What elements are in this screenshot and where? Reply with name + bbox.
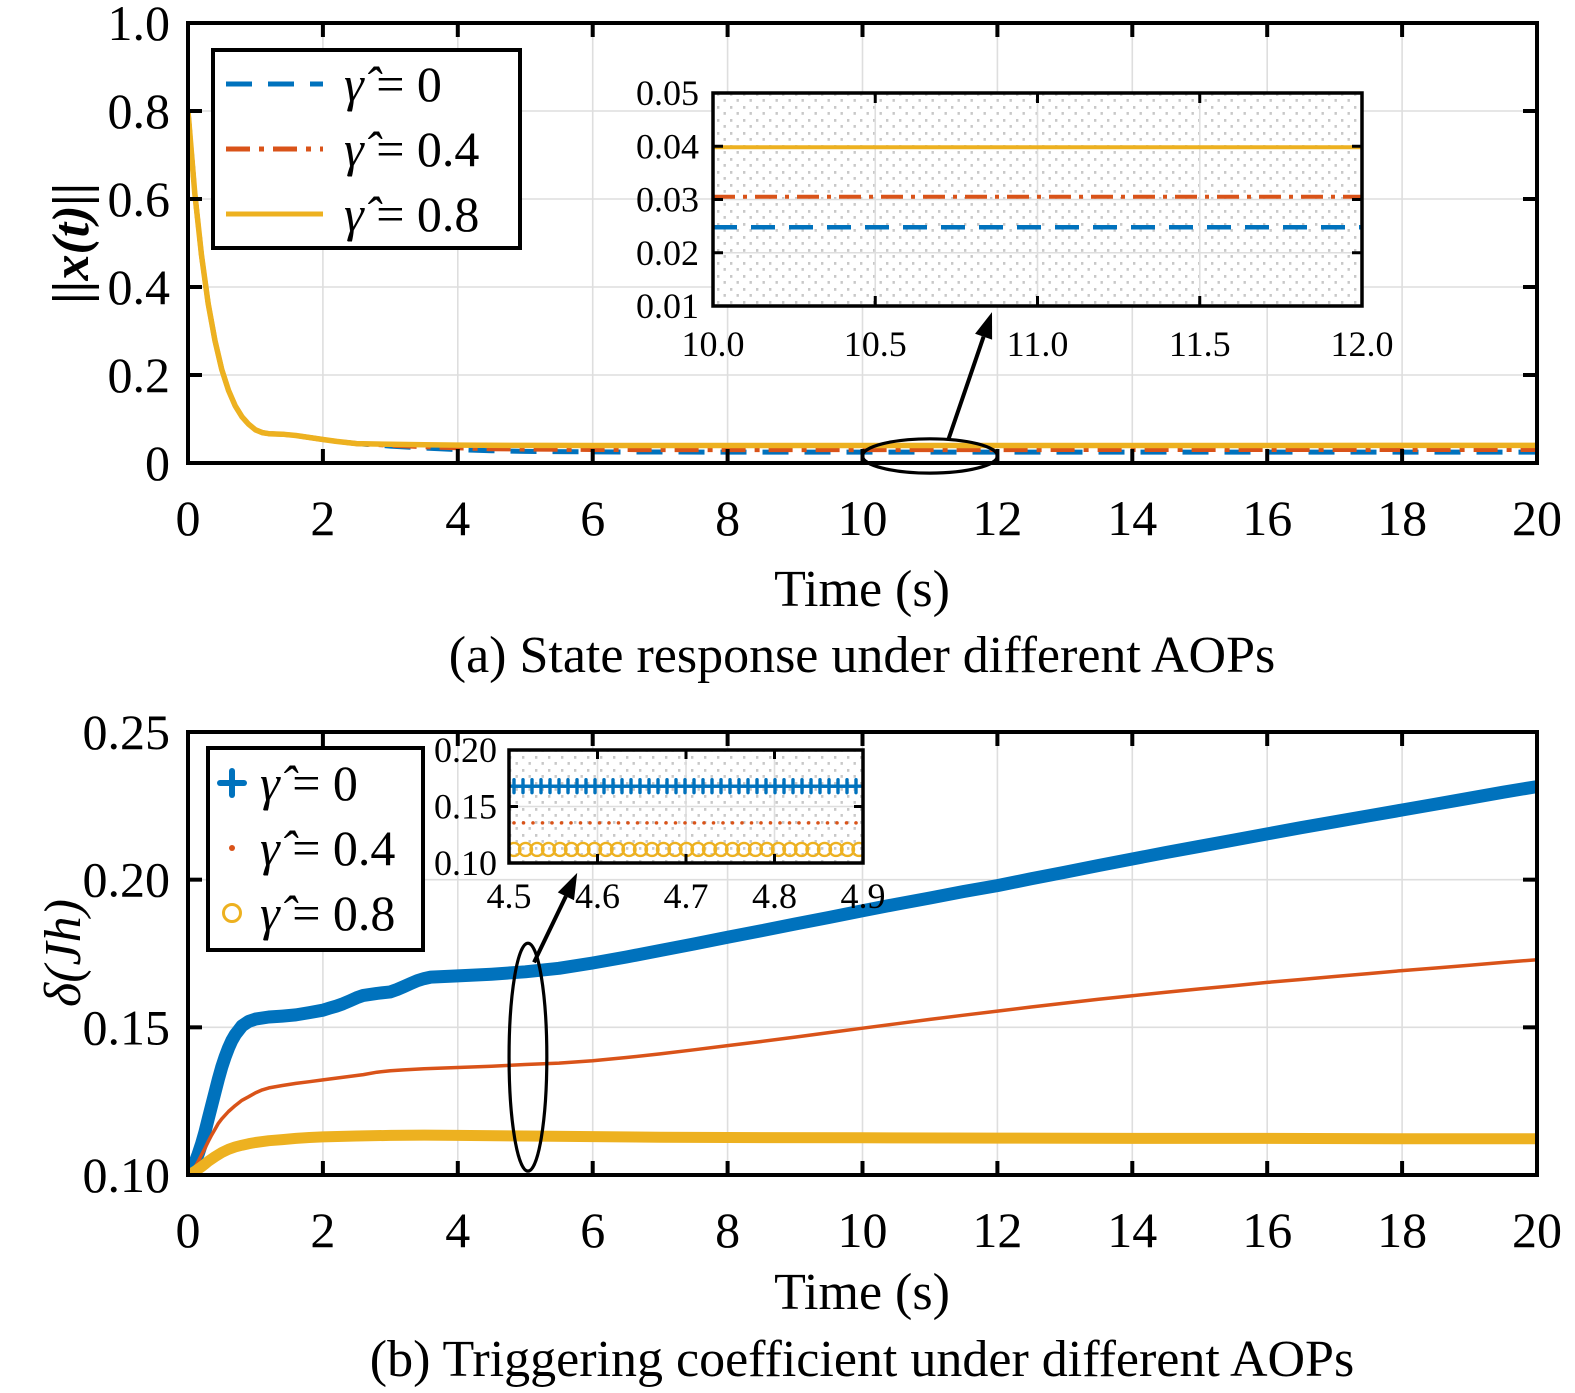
plot-b-inset-tick-labels: 4.5 4.6 4.7 4.8 4.9 0.10 0.15 0.20 — [434, 730, 886, 916]
svg-text:10.5: 10.5 — [844, 324, 907, 364]
svg-text:20: 20 — [1512, 490, 1562, 546]
svg-text:16: 16 — [1242, 490, 1292, 546]
plot-a-series — [187, 108, 1538, 455]
plot-b-inset: 4.5 4.6 4.7 4.8 4.9 0.10 0.15 0.20 — [434, 730, 886, 916]
plot-a-inset: 10.0 10.5 11.0 11.5 12.0 0.01 0.02 0.03 0.04 0.05 — [636, 73, 1394, 364]
svg-text:0.10: 0.10 — [83, 1147, 171, 1203]
svg-text:4.7: 4.7 — [664, 876, 709, 916]
svg-text:8: 8 — [715, 1202, 740, 1258]
svg-text:16: 16 — [1242, 1202, 1292, 1258]
svg-text:11.5: 11.5 — [1169, 324, 1231, 364]
svg-text:0.20: 0.20 — [434, 730, 497, 770]
svg-text:0.2: 0.2 — [108, 347, 171, 403]
svg-text:12: 12 — [972, 490, 1022, 546]
svg-text:4: 4 — [445, 490, 470, 546]
svg-text:0.02: 0.02 — [636, 233, 699, 273]
svg-text:0: 0 — [176, 1202, 201, 1258]
svg-text:4.9: 4.9 — [841, 876, 886, 916]
svg-text:10: 10 — [838, 1202, 888, 1258]
svg-text:6: 6 — [580, 490, 605, 546]
svg-text:11.0: 11.0 — [1007, 324, 1069, 364]
legend-item-gamma---0.4: γ̂ = 0.4 — [226, 121, 479, 177]
svg-text:6: 6 — [580, 1202, 605, 1258]
svg-text:4.8: 4.8 — [752, 876, 797, 916]
svg-text:2: 2 — [310, 490, 335, 546]
plot-b: 0 2 4 6 8 10 12 14 16 18 200.100.150.200.25γ̂ = 0γ… — [83, 704, 1563, 1258]
svg-text:4.6: 4.6 — [575, 876, 620, 916]
svg-text:0.05: 0.05 — [636, 73, 699, 113]
legend-item-gamma---0.8: γ̂ = 0.8 — [222, 885, 395, 941]
svg-text:γ̂ = 0: γ̂ = 0 — [344, 56, 442, 112]
svg-text:0.10: 0.10 — [434, 843, 497, 883]
svg-text:4: 4 — [445, 1202, 470, 1258]
svg-text:8: 8 — [715, 490, 740, 546]
svg-text:0.15: 0.15 — [83, 999, 171, 1055]
svg-text:0.15: 0.15 — [434, 787, 497, 827]
plot-a-inset-series — [712, 145, 1363, 230]
svg-text:γ̂ = 0: γ̂ = 0 — [260, 755, 358, 811]
svg-text:0: 0 — [145, 435, 170, 491]
svg-text:12: 12 — [972, 1202, 1022, 1258]
svg-text:γ̂ = 0.4: γ̂ = 0.4 — [344, 121, 479, 177]
zoom-ellipse-annotation — [507, 941, 549, 1173]
series-gamma-hat-0.8 — [187, 108, 1538, 449]
svg-text:4.5: 4.5 — [487, 876, 532, 916]
svg-text:0.20: 0.20 — [83, 852, 171, 908]
plot-a-legend: γ̂ = 0 γ̂ = 0.4 γ̂ = 0.8 — [211, 48, 522, 250]
svg-text:0: 0 — [176, 490, 201, 546]
series-gamma-hat-0 — [187, 780, 1538, 1176]
plot-b-tick-labels: 0 2 4 6 8 10 12 14 16 18 20 0.10 0.15 0.20 0.25 — [83, 704, 1563, 1258]
zoom-ellipse-annotation — [860, 437, 999, 475]
svg-text:14: 14 — [1107, 490, 1157, 546]
svg-text:12.0: 12.0 — [1331, 324, 1394, 364]
svg-text:0.04: 0.04 — [636, 126, 699, 166]
svg-text:10.0: 10.0 — [682, 324, 745, 364]
svg-text:γ̂ = 0.4: γ̂ = 0.4 — [260, 820, 395, 876]
svg-text:18: 18 — [1377, 490, 1427, 546]
svg-text:14: 14 — [1107, 1202, 1157, 1258]
plot-a-inset-tick-labels: 10.0 10.5 11.0 11.5 12.0 0.01 0.02 0.03 0.04 0.05 — [636, 73, 1394, 364]
svg-text:0.03: 0.03 — [636, 180, 699, 220]
svg-text:γ̂ = 0.8: γ̂ = 0.8 — [344, 186, 479, 242]
svg-text:0.25: 0.25 — [83, 704, 171, 760]
svg-text:0.01: 0.01 — [636, 286, 699, 326]
svg-text:0.4: 0.4 — [108, 259, 171, 315]
legend-item-gamma---0.8: γ̂ = 0.8 — [226, 186, 479, 242]
svg-text:γ̂ = 0.8: γ̂ = 0.8 — [260, 885, 395, 941]
series-gamma-hat-0.8 — [187, 1129, 1538, 1176]
svg-text:2: 2 — [310, 1202, 335, 1258]
legend-item-gamma---0: γ̂ = 0 — [217, 755, 358, 811]
svg-text:10: 10 — [838, 490, 888, 546]
legend-item-gamma---0: γ̂ = 0 — [226, 56, 442, 112]
svg-text:1.0: 1.0 — [108, 0, 171, 51]
plot-a-tick-labels: 0 2 4 6 8 10 12 14 16 18 20 0 0.2 0.4 0.6 0.8 1.0 — [108, 0, 1563, 546]
svg-text:20: 20 — [1512, 1202, 1562, 1258]
plot-b-inset-series — [508, 777, 864, 858]
plot-b-legend: γ̂ = 0 γ̂ = 0.4 γ̂ = 0.8 — [206, 746, 425, 952]
svg-text:0.8: 0.8 — [108, 83, 171, 139]
svg-text:0.6: 0.6 — [108, 171, 171, 227]
legend-item-gamma---0.4: γ̂ = 0.4 — [229, 820, 395, 876]
svg-text:18: 18 — [1377, 1202, 1427, 1258]
